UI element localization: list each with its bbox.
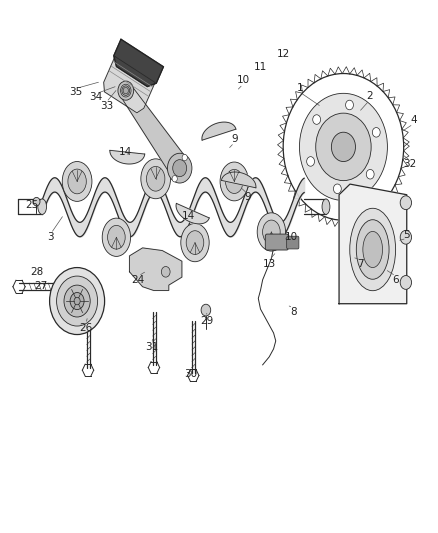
Circle shape (201, 304, 211, 316)
Text: 11: 11 (254, 62, 267, 72)
Circle shape (173, 160, 187, 176)
Circle shape (57, 276, 98, 326)
Text: 9: 9 (231, 134, 237, 144)
Ellipse shape (220, 162, 248, 201)
Circle shape (70, 293, 84, 310)
Circle shape (167, 154, 192, 183)
Circle shape (316, 113, 371, 181)
Text: 14: 14 (182, 211, 195, 221)
Circle shape (300, 93, 388, 200)
Text: 2: 2 (366, 91, 373, 101)
Circle shape (49, 268, 105, 335)
Text: 14: 14 (119, 147, 132, 157)
Circle shape (400, 196, 412, 209)
Text: 29: 29 (200, 316, 213, 326)
Circle shape (332, 132, 356, 161)
Polygon shape (176, 204, 209, 224)
Ellipse shape (62, 161, 92, 201)
Text: 34: 34 (89, 92, 102, 102)
Text: 30: 30 (184, 369, 197, 379)
Polygon shape (110, 150, 145, 164)
Polygon shape (120, 85, 188, 176)
Text: 26: 26 (79, 322, 92, 333)
FancyBboxPatch shape (265, 234, 288, 250)
Text: 4: 4 (410, 115, 417, 125)
Ellipse shape (146, 166, 165, 191)
Ellipse shape (38, 199, 46, 214)
Text: 5: 5 (403, 230, 410, 240)
Ellipse shape (350, 208, 396, 290)
Text: 12: 12 (277, 49, 290, 59)
Ellipse shape (357, 220, 389, 279)
Ellipse shape (102, 218, 131, 256)
Ellipse shape (226, 169, 243, 193)
Text: 33: 33 (100, 101, 113, 111)
Ellipse shape (322, 199, 330, 214)
Ellipse shape (141, 159, 170, 199)
Circle shape (123, 87, 128, 94)
Text: 35: 35 (70, 87, 83, 97)
Text: 1: 1 (297, 83, 303, 93)
Polygon shape (130, 248, 182, 290)
Circle shape (400, 230, 412, 244)
Circle shape (307, 157, 314, 166)
Polygon shape (104, 56, 155, 113)
Text: 24: 24 (131, 275, 145, 285)
Circle shape (172, 175, 177, 182)
Circle shape (118, 81, 134, 100)
Circle shape (120, 84, 131, 97)
Circle shape (161, 266, 170, 277)
Text: 3: 3 (48, 232, 54, 243)
Circle shape (33, 197, 40, 206)
Text: 32: 32 (403, 159, 417, 169)
Polygon shape (202, 122, 236, 140)
Circle shape (122, 86, 130, 95)
Ellipse shape (263, 220, 280, 244)
Polygon shape (114, 39, 163, 86)
Circle shape (74, 297, 80, 305)
Circle shape (372, 127, 380, 137)
Ellipse shape (257, 213, 286, 251)
Ellipse shape (363, 231, 382, 268)
Circle shape (182, 155, 187, 161)
Polygon shape (222, 172, 256, 188)
Polygon shape (339, 184, 407, 304)
Text: 9: 9 (244, 192, 251, 203)
Circle shape (313, 115, 321, 124)
Ellipse shape (108, 225, 125, 249)
Ellipse shape (181, 223, 209, 262)
Text: 10: 10 (284, 232, 297, 243)
Circle shape (64, 285, 90, 317)
Ellipse shape (68, 169, 86, 194)
Text: 6: 6 (392, 275, 399, 285)
Ellipse shape (186, 231, 204, 254)
Circle shape (333, 184, 341, 193)
FancyBboxPatch shape (287, 236, 299, 249)
Text: 7: 7 (357, 259, 364, 269)
Text: 25: 25 (25, 200, 39, 211)
Text: 31: 31 (145, 342, 158, 352)
Text: 27: 27 (34, 281, 47, 291)
Circle shape (400, 276, 412, 289)
Circle shape (366, 169, 374, 179)
Text: 28: 28 (30, 267, 43, 277)
Circle shape (346, 100, 353, 110)
Text: 8: 8 (290, 306, 297, 317)
Text: 13: 13 (263, 259, 276, 269)
Text: 10: 10 (237, 76, 250, 85)
